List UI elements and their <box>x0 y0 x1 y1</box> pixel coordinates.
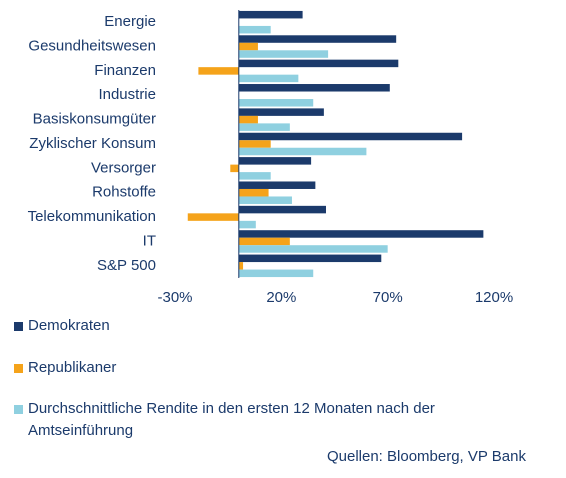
bar <box>238 262 244 270</box>
bar <box>238 181 316 189</box>
x-tick-label: 120% <box>475 289 513 306</box>
x-tick-label: 70% <box>373 289 403 306</box>
bar <box>238 205 326 214</box>
bar <box>238 157 312 165</box>
bar <box>198 67 239 75</box>
source: Quellen: Bloomberg, VP Bank <box>326 448 526 465</box>
bar <box>238 254 382 263</box>
bar <box>238 245 388 253</box>
legend-item: Republikaner <box>14 357 514 379</box>
bar <box>238 140 271 148</box>
category-label: Versorger <box>91 159 156 176</box>
bar <box>238 172 271 180</box>
category-label: Gesundheitswesen <box>28 38 156 55</box>
bar <box>238 84 390 92</box>
bar <box>238 74 299 83</box>
category-label: Telekommunikation <box>28 208 156 225</box>
category-label: Industrie <box>98 86 156 103</box>
legend-item: Demokraten <box>14 315 514 337</box>
legend-label: Durchschnittliche Rendite in den ersten … <box>28 400 435 439</box>
bar <box>187 213 239 221</box>
bar <box>230 164 239 173</box>
bar <box>238 147 367 156</box>
bar <box>238 220 256 229</box>
bar <box>238 132 463 141</box>
category-label: Finanzen <box>94 62 156 79</box>
bar <box>238 50 329 58</box>
legend-label: Republikaner <box>28 359 117 376</box>
legend-label: Demokraten <box>28 317 110 334</box>
bar <box>238 10 303 19</box>
category-label: IT <box>143 232 156 249</box>
category-label: S&P 500 <box>97 257 156 274</box>
bar <box>238 230 484 238</box>
bar <box>238 196 292 204</box>
bar <box>238 42 258 51</box>
bar <box>238 25 271 34</box>
bar <box>238 108 324 116</box>
bar <box>238 188 269 197</box>
bar <box>238 237 290 246</box>
bar <box>238 115 258 124</box>
bar <box>238 35 397 43</box>
bar <box>238 99 314 107</box>
category-label: Rohstoffe <box>92 184 156 201</box>
bar <box>238 59 399 68</box>
legend-swatch <box>14 405 23 414</box>
category-label: Basiskonsumgüter <box>33 111 156 128</box>
bar <box>238 269 314 278</box>
bar <box>238 123 290 131</box>
legend-swatch <box>14 322 23 331</box>
category-label: Energie <box>104 13 156 30</box>
plot: Energie Gesundheitswesen Finanzen Industrie… <box>28 10 513 306</box>
legend-item: Durchschnittliche Rendite in den ersten … <box>14 398 514 442</box>
category-label: Zyklischer Konsum <box>29 135 156 152</box>
x-tick-label: 20% <box>266 289 296 306</box>
legend-swatch <box>14 364 23 373</box>
x-tick-label: -30% <box>157 289 192 306</box>
